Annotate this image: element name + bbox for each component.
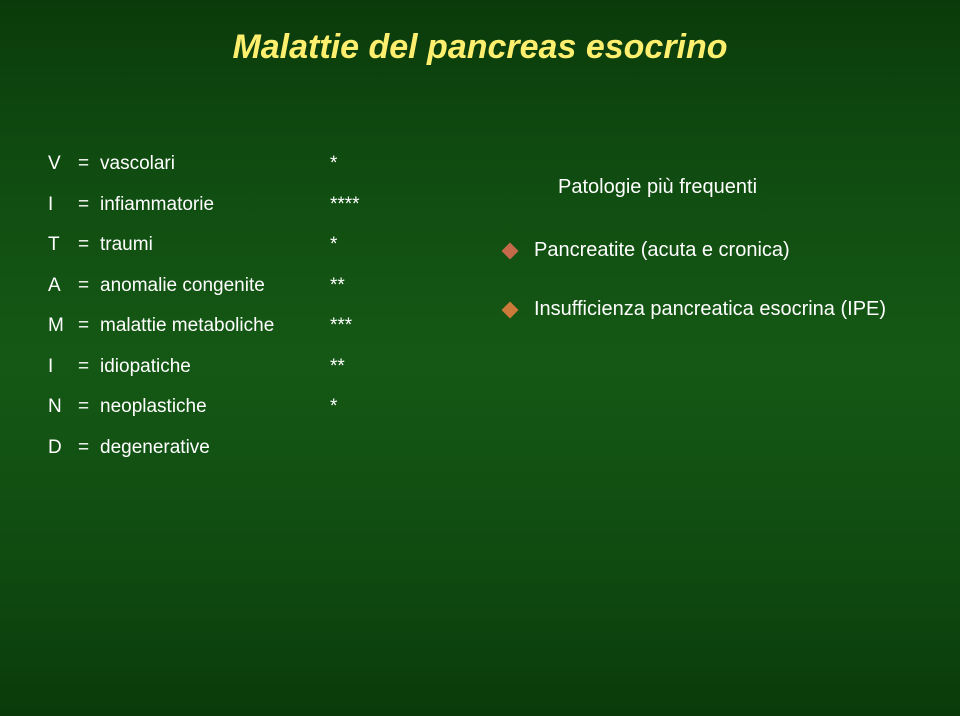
vitamind-row: T=traumi* [48, 231, 468, 260]
vitamind-row: A=anomalie congenite** [48, 272, 468, 301]
row-key: D [48, 434, 78, 463]
equals-sign: = [78, 191, 100, 220]
vitamind-row: V=vascolari* [48, 150, 468, 179]
vitamind-list: V=vascolari*I=infiammatorie****T=traumi*… [48, 150, 468, 474]
diamond-icon [502, 242, 519, 259]
row-stars: ** [330, 272, 400, 301]
diamond-icon [502, 301, 519, 318]
row-stars: * [330, 150, 400, 179]
row-label: degenerative [100, 434, 330, 463]
equals-sign: = [78, 353, 100, 382]
equals-sign: = [78, 231, 100, 260]
bullet-text: Insufficienza pancreatica esocrina (IPE) [534, 298, 886, 321]
bullet-line: Pancreatite (acuta e cronica) [504, 239, 912, 262]
row-key: M [48, 312, 78, 341]
bullet-text: Pancreatite (acuta e cronica) [534, 239, 790, 262]
equals-sign: = [78, 272, 100, 301]
row-label: infiammatorie [100, 191, 330, 220]
row-label: vascolari [100, 150, 330, 179]
vitamind-row: I=idiopatiche** [48, 353, 468, 382]
row-label: traumi [100, 231, 330, 260]
slide-title: Malattie del pancreas esocrino [0, 28, 960, 67]
row-stars: *** [330, 312, 400, 341]
vitamind-row: M=malattie metaboliche*** [48, 312, 468, 341]
equals-sign: = [78, 312, 100, 341]
row-stars: ** [330, 353, 400, 382]
right-column: Patologie più frequenti Pancreatite (acu… [468, 150, 912, 474]
vitamind-row: N=neoplastiche* [48, 393, 468, 422]
row-key: A [48, 272, 78, 301]
vitamind-row: I=infiammatorie**** [48, 191, 468, 220]
row-key: T [48, 231, 78, 260]
row-label: malattie metaboliche [100, 312, 330, 341]
equals-sign: = [78, 434, 100, 463]
row-stars: **** [330, 191, 400, 220]
equals-sign: = [78, 150, 100, 179]
row-key: I [48, 353, 78, 382]
right-subhead: Patologie più frequenti [558, 176, 912, 199]
row-key: N [48, 393, 78, 422]
equals-sign: = [78, 393, 100, 422]
row-label: anomalie congenite [100, 272, 330, 301]
bullet-line: Insufficienza pancreatica esocrina (IPE) [504, 298, 912, 321]
row-key: V [48, 150, 78, 179]
row-label: neoplastiche [100, 393, 330, 422]
row-stars: * [330, 231, 400, 260]
row-key: I [48, 191, 78, 220]
row-stars: * [330, 393, 400, 422]
content-area: V=vascolari*I=infiammatorie****T=traumi*… [48, 150, 912, 474]
vitamind-row: D=degenerative [48, 434, 468, 463]
row-label: idiopatiche [100, 353, 330, 382]
